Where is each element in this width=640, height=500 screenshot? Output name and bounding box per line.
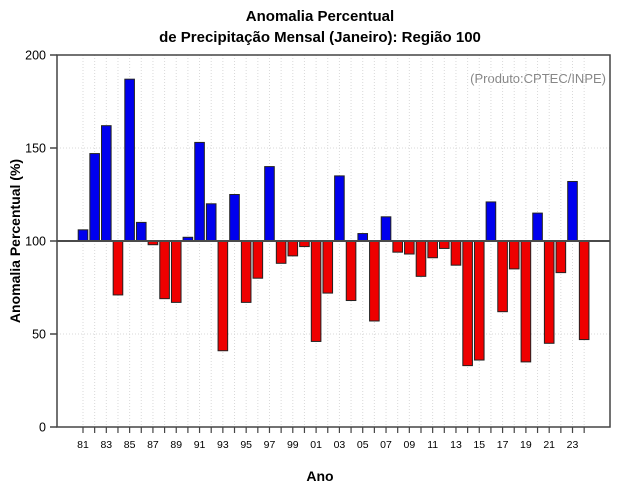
x-tick-label: 23 [567, 439, 579, 451]
x-tick-label: 17 [497, 439, 509, 451]
y-tick-label: 200 [25, 49, 46, 63]
bar-81 [77, 229, 89, 242]
x-tick-label: 13 [450, 439, 462, 451]
x-tick-label: 83 [100, 439, 112, 451]
bar-93 [217, 240, 229, 352]
bar-09 [404, 240, 415, 255]
bar-82 [89, 153, 100, 242]
bar-24 [578, 240, 590, 341]
x-tick-label: 09 [403, 439, 415, 451]
x-tick-label: 11 [427, 439, 438, 451]
bar-05 [357, 233, 369, 242]
x-tick-label: 03 [334, 439, 346, 451]
x-tick-label: 01 [310, 439, 322, 451]
chart-title-line2: de Precipitação Mensal (Janeiro): Região… [159, 29, 481, 46]
bar-19 [520, 240, 532, 363]
bar-86 [135, 221, 147, 242]
bar-16 [485, 201, 497, 242]
bar-07 [380, 216, 392, 242]
bar-12 [439, 240, 450, 249]
bar-83 [101, 125, 112, 242]
bar-10 [415, 240, 427, 277]
bar-85 [124, 78, 135, 242]
bar-15 [473, 240, 485, 361]
x-tick-label: 87 [147, 439, 159, 451]
bar-84 [112, 240, 124, 296]
bar-04 [345, 240, 357, 302]
x-axis-label: Ano [306, 468, 334, 484]
chart-title-line1: Anomalia Percentual [245, 8, 395, 25]
bar-08 [392, 240, 403, 253]
bar-13 [450, 240, 462, 266]
x-tick-label: 85 [124, 439, 136, 451]
bar-20 [532, 212, 543, 242]
x-tick-label: 07 [380, 439, 392, 451]
x-tick-label: 21 [543, 439, 555, 451]
x-tick-label: 93 [217, 439, 229, 451]
x-tick-label: 05 [357, 439, 369, 451]
bar-02 [322, 240, 334, 294]
bar-97 [264, 166, 275, 242]
bar-95 [240, 240, 252, 303]
x-tick-label: 95 [240, 439, 252, 451]
bar-22 [555, 240, 567, 274]
bar-88 [159, 240, 170, 300]
x-tick-label: 99 [287, 439, 299, 451]
bar-98 [275, 240, 287, 264]
bar-17 [497, 240, 508, 313]
bar-21 [543, 240, 555, 344]
bar-18 [508, 240, 520, 270]
bar-99 [287, 240, 299, 257]
y-tick-label: 0 [39, 421, 46, 435]
bar-92 [205, 203, 217, 242]
bar-14 [462, 240, 473, 367]
y-tick-label: 50 [32, 328, 46, 342]
x-tick-label: 15 [473, 439, 485, 451]
bar-06 [369, 240, 380, 322]
bar-01 [310, 240, 322, 342]
bar-89 [170, 240, 182, 303]
bar-03 [334, 175, 345, 242]
x-tick-label: 97 [264, 439, 276, 451]
x-tick-label: 91 [194, 439, 206, 451]
x-tick-label: 19 [520, 439, 532, 451]
y-tick-label: 100 [25, 235, 46, 249]
bar-11 [427, 240, 438, 259]
bar-96 [252, 240, 264, 279]
bar-91 [194, 141, 205, 242]
bar-94 [229, 194, 240, 242]
x-tick-label: 81 [77, 439, 89, 451]
y-tick-label: 150 [25, 142, 46, 156]
bar-23 [567, 180, 578, 242]
x-tick-label: 89 [170, 439, 182, 451]
